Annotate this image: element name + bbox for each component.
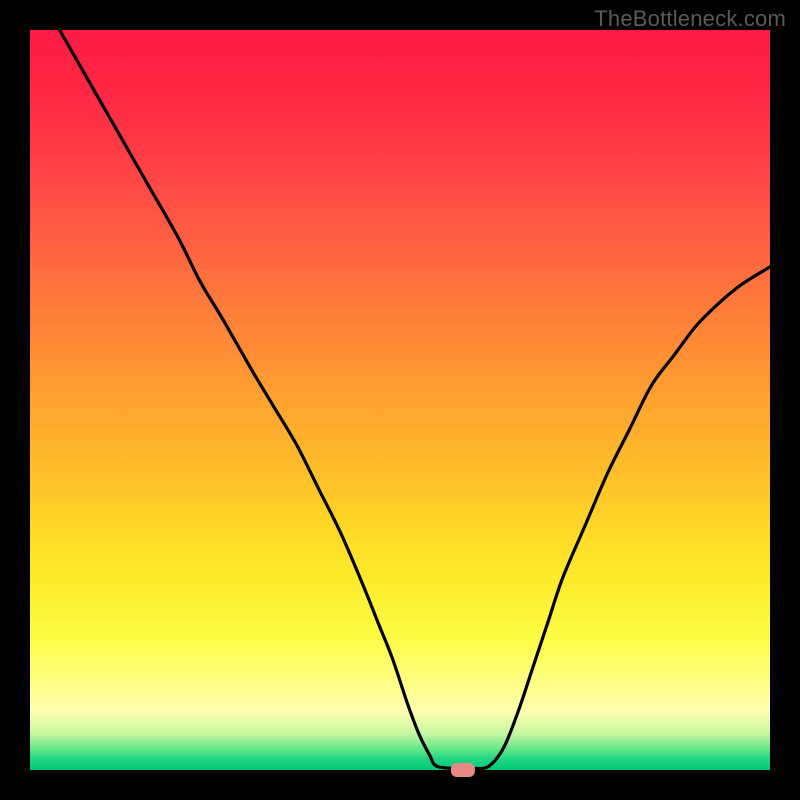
optimal-marker (451, 763, 475, 777)
bottleneck-chart (0, 0, 800, 800)
chart-container: TheBottleneck.com (0, 0, 800, 800)
plot-background (30, 30, 770, 770)
watermark-text: TheBottleneck.com (594, 6, 786, 32)
